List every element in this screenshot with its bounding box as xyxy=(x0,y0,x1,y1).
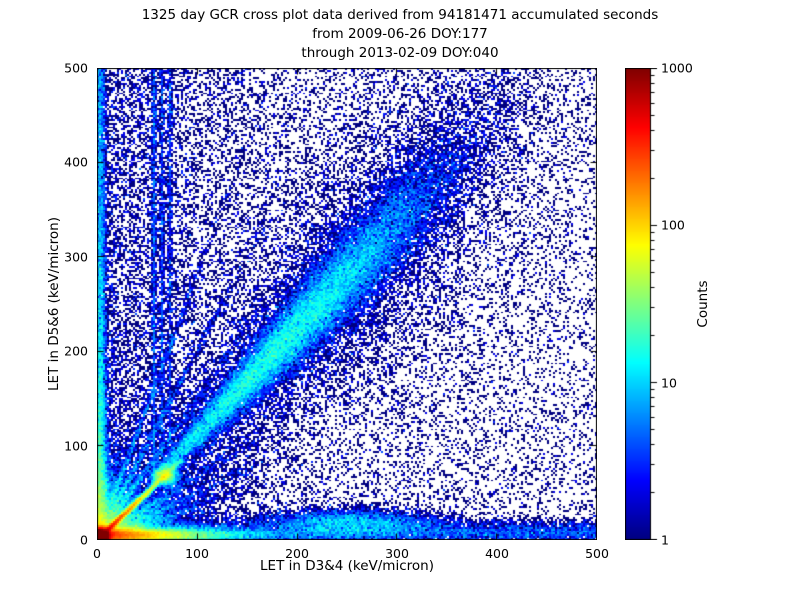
y-tick-label: 300 xyxy=(64,249,88,265)
colorbar-tick-label: 1000 xyxy=(661,60,693,76)
y-tick-label: 200 xyxy=(64,343,88,359)
colorbar-tick-label: 1 xyxy=(661,532,669,548)
y-tick-label: 500 xyxy=(64,60,88,76)
x-tick-label: 400 xyxy=(485,546,509,561)
chart-title: 1325 day GCR cross plot data derived fro… xyxy=(141,7,659,23)
heatmap-plot-canvas xyxy=(97,68,597,540)
x-tick-label: 0 xyxy=(93,546,101,561)
colorbar xyxy=(625,68,659,540)
x-axis-label: LET in D3&4 (keV/micron) xyxy=(260,558,434,574)
colorbar-tick-label: 100 xyxy=(661,217,685,233)
chart-subtitle-from: from 2009-06-26 DOY:177 xyxy=(312,26,488,42)
x-tick-label: 500 xyxy=(585,546,609,561)
x-tick-label: 300 xyxy=(385,546,409,561)
y-tick-label: 0 xyxy=(80,532,88,548)
x-tick-label: 200 xyxy=(285,546,309,561)
x-tick-label: 100 xyxy=(185,546,209,561)
colorbar-tick-label: 10 xyxy=(661,375,677,391)
y-tick-label: 100 xyxy=(64,438,88,454)
chart-title-block: 1325 day GCR cross plot data derived fro… xyxy=(0,6,800,63)
chart-subtitle-through: through 2013-02-09 DOY:040 xyxy=(301,45,499,61)
y-tick-label: 400 xyxy=(64,154,88,170)
y-axis-label: LET in D5&6 (keV/micron) xyxy=(46,217,62,391)
colorbar-label: Counts xyxy=(695,280,711,328)
